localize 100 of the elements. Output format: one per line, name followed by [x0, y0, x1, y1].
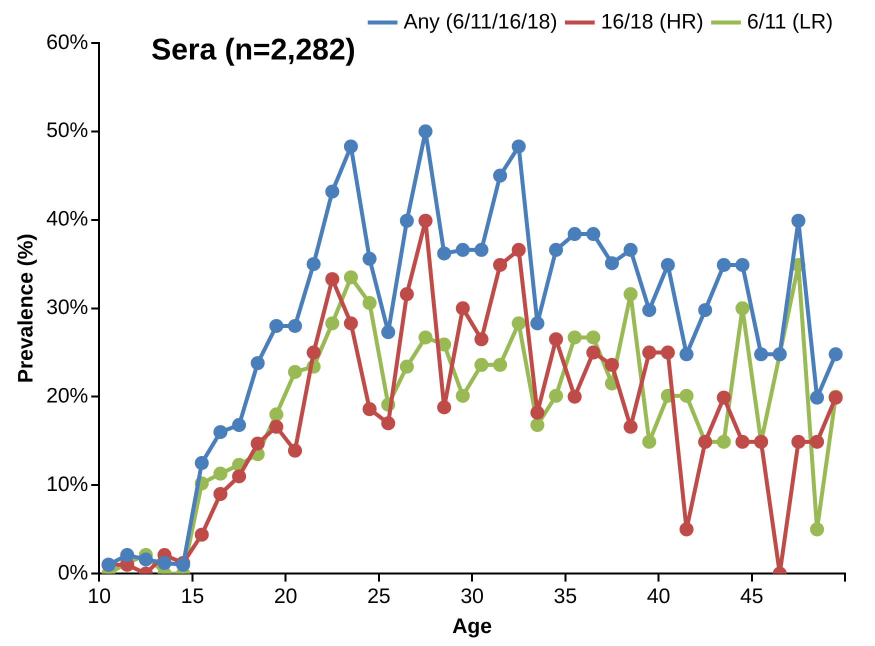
x-axis-title: Age — [452, 615, 492, 638]
point — [250, 436, 265, 451]
point — [568, 390, 582, 404]
point — [362, 402, 377, 416]
point — [344, 270, 358, 284]
point — [680, 522, 694, 536]
point — [400, 360, 414, 374]
y-tick-label: 0% — [58, 561, 88, 584]
point — [418, 330, 433, 344]
point — [791, 434, 806, 449]
point — [437, 246, 452, 260]
point — [381, 325, 396, 340]
legend-label: Any (6/11/16/18) — [404, 10, 558, 34]
point — [138, 552, 153, 566]
point — [680, 388, 694, 403]
point — [549, 388, 564, 403]
point — [735, 434, 750, 449]
point — [810, 390, 824, 405]
y-tick-label: 40% — [46, 208, 88, 231]
point — [269, 407, 284, 422]
point — [642, 434, 656, 449]
point — [194, 528, 209, 542]
x-tick-label: 20 — [274, 584, 298, 608]
point — [642, 346, 656, 360]
point — [586, 346, 600, 360]
point — [735, 301, 750, 316]
point — [400, 214, 414, 228]
point — [474, 358, 488, 372]
point — [512, 139, 526, 154]
point — [493, 358, 508, 372]
legend-label: 16/18 (HR) — [600, 10, 704, 34]
point — [474, 332, 488, 346]
point — [213, 466, 228, 481]
x-tick-label: 15 — [180, 584, 204, 608]
point — [456, 242, 470, 257]
point — [716, 258, 731, 272]
point — [493, 258, 508, 272]
point — [288, 364, 302, 379]
point — [194, 456, 209, 470]
x-tick-label: 25 — [367, 584, 391, 608]
point — [512, 316, 526, 330]
point — [474, 242, 488, 257]
point — [530, 418, 544, 432]
point — [698, 303, 712, 318]
point — [213, 487, 228, 502]
point — [660, 258, 675, 272]
point — [418, 124, 433, 138]
point — [269, 420, 284, 434]
point — [735, 258, 750, 272]
point — [381, 416, 396, 430]
point — [418, 214, 433, 228]
point — [456, 301, 470, 316]
point — [213, 425, 228, 440]
point — [437, 400, 452, 414]
point — [568, 227, 582, 242]
y-axis-title: Prevalence (%) — [14, 234, 38, 384]
point — [269, 318, 284, 333]
point — [456, 388, 470, 403]
x-tick-label: 40 — [646, 584, 670, 608]
point — [624, 287, 638, 302]
point — [306, 257, 321, 272]
point — [250, 356, 265, 370]
point — [493, 168, 508, 183]
point — [716, 434, 731, 449]
point — [325, 272, 340, 286]
point — [325, 184, 340, 199]
y-tick-label: 60% — [46, 30, 88, 54]
point — [810, 434, 824, 449]
x-tick-label: 30 — [460, 584, 484, 608]
point — [549, 332, 564, 346]
point — [568, 330, 582, 344]
point — [660, 346, 675, 360]
point — [549, 242, 564, 257]
chart-title: Sera (n=2,282) — [151, 33, 356, 66]
y-tick-label: 10% — [46, 472, 88, 496]
y-tick-label: 50% — [46, 119, 88, 142]
y-tick-label: 30% — [46, 296, 88, 320]
point — [828, 347, 843, 362]
point — [400, 287, 414, 302]
point — [754, 347, 768, 362]
point — [325, 316, 340, 330]
point — [530, 406, 544, 420]
point — [512, 242, 526, 257]
point — [157, 556, 172, 570]
point — [604, 358, 619, 372]
point — [288, 318, 302, 333]
point — [810, 522, 824, 536]
point — [716, 390, 731, 405]
point — [120, 548, 134, 562]
point — [791, 214, 806, 228]
point — [624, 242, 638, 257]
point — [530, 316, 544, 330]
point — [232, 469, 246, 484]
x-tick-label: 45 — [740, 584, 764, 608]
point — [586, 330, 600, 344]
legend-label: 6/11 (LR) — [747, 10, 834, 34]
point — [344, 316, 358, 330]
point — [642, 303, 656, 318]
point — [306, 346, 321, 360]
point — [362, 296, 377, 310]
